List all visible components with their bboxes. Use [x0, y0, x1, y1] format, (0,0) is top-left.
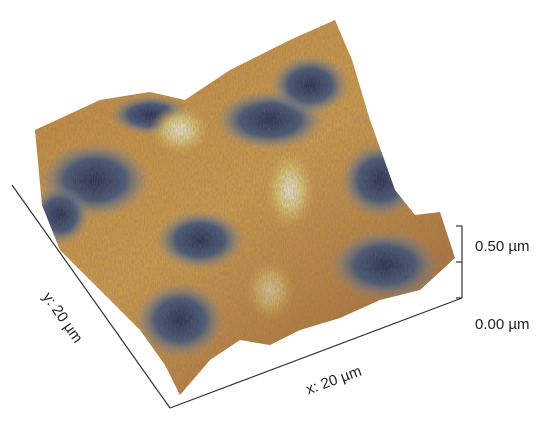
y-axis-label: y: 20 µm	[39, 289, 86, 346]
x-axis-label: x: 20 µm	[304, 363, 364, 399]
axes	[11, 184, 463, 409]
z-tick-label: 0.50 µm	[475, 238, 530, 255]
z-tick-label: 0.00 µm	[475, 316, 530, 333]
